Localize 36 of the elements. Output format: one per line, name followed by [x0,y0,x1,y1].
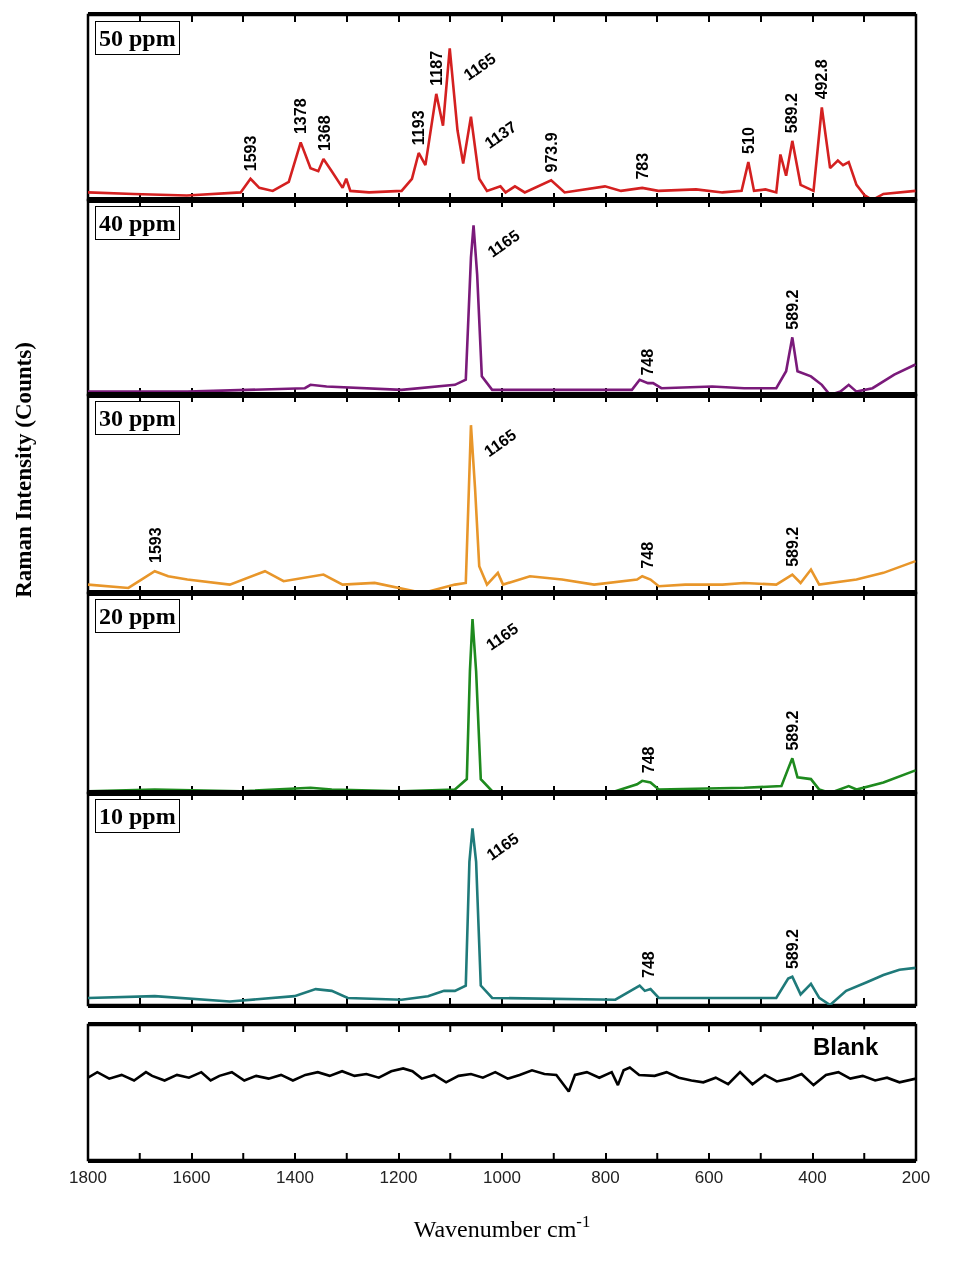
x-tick-label: 600 [694,1168,724,1188]
x-tick-label: 1600 [172,1168,211,1188]
x-tick-label: 1800 [69,1168,107,1188]
chart-title: 30 ppm [99,405,176,431]
annotation: 748 [639,746,657,774]
chart-title: 40 ppm [99,210,176,236]
annotation: 589.2 [784,710,802,751]
x-tick-label: 800 [591,1168,620,1188]
x-tick-label: 1200 [379,1168,418,1188]
annotation: 748 [639,541,657,569]
x-axis-title: Wavenumber cm$^{-1}$ [413,1212,591,1243]
annotation: 748 [639,348,657,376]
annotation: 748 [639,951,657,978]
y-axis-title: Raman Intensity (Counts) [11,342,37,598]
annotation: 510 [739,127,757,154]
annotation: 1193 [410,110,428,146]
x-tick-label: 1000 [483,1168,521,1188]
annotation: 1593 [146,527,164,563]
annotation: 492.8 [813,59,831,100]
annotation: 1187 [427,50,445,86]
annotation: 589.2 [783,93,801,134]
annotation: 1593 [241,135,259,172]
annotation: 589.2 [783,526,801,567]
annotation: 589.2 [783,289,801,330]
chart-title: 20 ppm [99,603,176,629]
annotation: 1368 [315,115,333,152]
x-tick-label: 200 [901,1168,931,1188]
chart-title: 10 ppm [99,803,176,829]
chart-title: Blank [813,1033,880,1060]
annotation: 973.9 [542,132,560,173]
annotation: 1378 [292,98,310,135]
x-tick-label: 400 [798,1168,827,1188]
x-tick-label: 1400 [276,1168,314,1188]
annotation: 589.2 [783,928,801,970]
chart-title: 50 ppm [99,25,176,51]
annotation: 783 [633,152,651,180]
